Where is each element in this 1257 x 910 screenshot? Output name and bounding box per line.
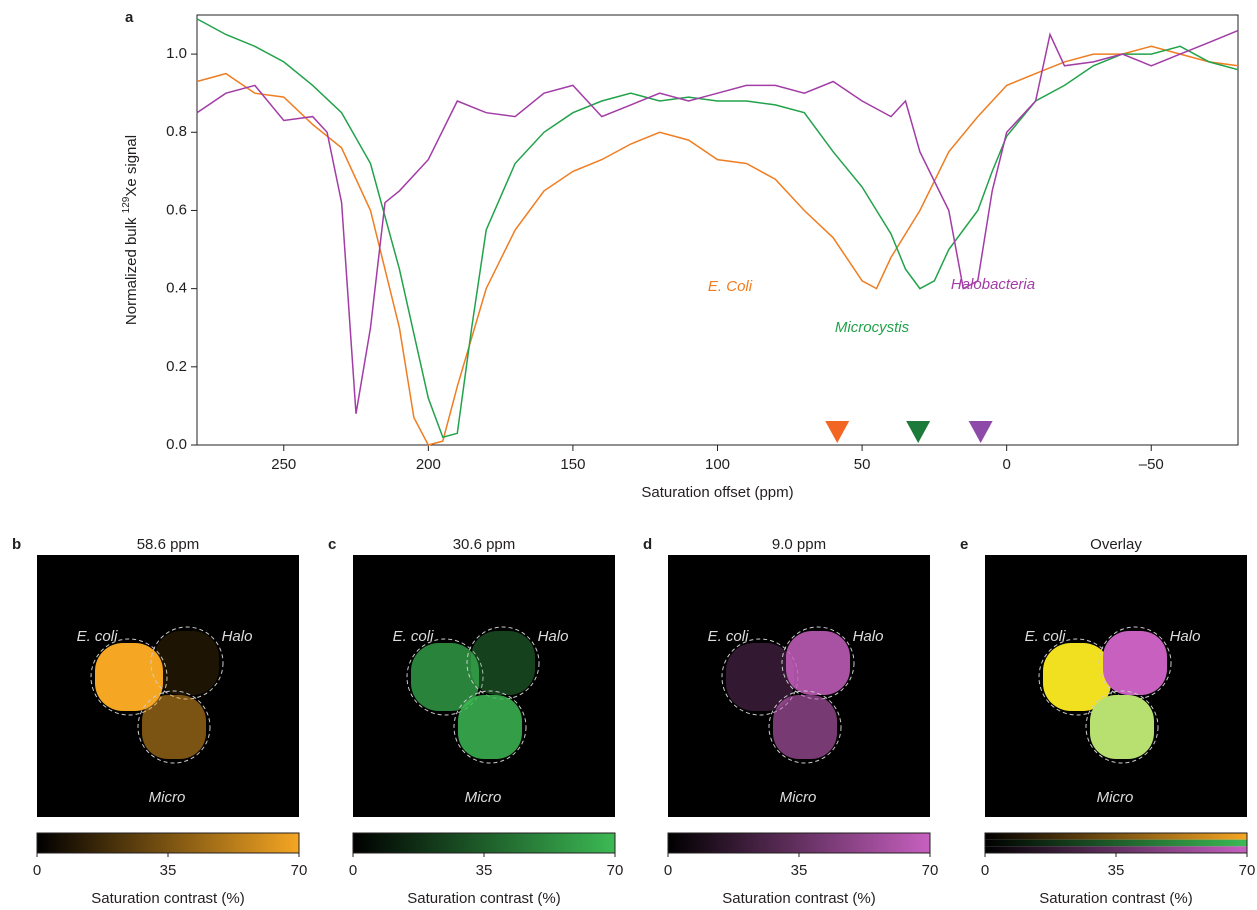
legend-label: E. Coli xyxy=(708,278,753,295)
region-label: Micro xyxy=(149,789,186,806)
region-label: Micro xyxy=(1097,789,1134,806)
panel-title: 58.6 ppm xyxy=(137,536,200,553)
panel-title: 9.0 ppm xyxy=(772,536,826,553)
y-tick-label: 0.0 xyxy=(166,436,187,453)
colorbar-label: Saturation contrast (%) xyxy=(91,890,244,907)
colorbar-tick-label: 70 xyxy=(291,862,308,879)
region-label: Halo xyxy=(853,628,884,645)
data-line xyxy=(197,31,1238,414)
colorbar-band xyxy=(985,840,1247,847)
figure: a 250 200 150 100 50 0 –50 0.0 0.2 0.4 0.6 0.8 1.0 Sat… xyxy=(0,0,1257,910)
x-tick-label: –50 xyxy=(1139,456,1164,473)
region-label: E. coli xyxy=(708,628,750,645)
x-tick-label: 250 xyxy=(271,456,296,473)
colorbar-tick-label: 70 xyxy=(1239,862,1256,879)
panel-title: 30.6 ppm xyxy=(453,536,516,553)
colorbar-label: Saturation contrast (%) xyxy=(407,890,560,907)
panel-label: c xyxy=(328,536,336,553)
region-label: E. coli xyxy=(77,628,119,645)
colorbar-tick-label: 35 xyxy=(476,862,493,879)
offset-marker xyxy=(825,421,849,443)
y-tick-label: 0.4 xyxy=(166,280,187,297)
x-tick-label: 200 xyxy=(416,456,441,473)
colorbar-band xyxy=(985,833,1247,840)
colorbar-tick-label: 35 xyxy=(160,862,177,879)
colorbar-tick-label: 35 xyxy=(1108,862,1125,879)
panel-label: a xyxy=(125,9,134,26)
x-axis-label: Saturation offset (ppm) xyxy=(641,484,793,501)
region-label: Halo xyxy=(1170,628,1201,645)
y-tick-label: 1.0 xyxy=(166,45,187,62)
x-tick-label: 100 xyxy=(705,456,730,473)
offset-marker xyxy=(906,421,930,443)
signal-blob xyxy=(1103,631,1167,695)
signal-blob xyxy=(142,695,206,759)
signal-blob xyxy=(458,695,522,759)
y-tick-label: 0.8 xyxy=(166,123,187,140)
colorbar xyxy=(668,833,930,853)
colorbar-label: Saturation contrast (%) xyxy=(722,890,875,907)
colorbar xyxy=(353,833,615,853)
y-label-text: Normalized bulk xyxy=(123,213,140,325)
colorbar-tick-label: 0 xyxy=(349,862,357,879)
legend-label: Halobacteria xyxy=(951,276,1035,293)
legend-label: Microcystis xyxy=(835,319,910,336)
signal-blob xyxy=(786,631,850,695)
page: a 250 200 150 100 50 0 –50 0.0 0.2 0.4 0.6 0.8 1.0 Sat… xyxy=(0,0,1257,910)
y-tick-label: 0.2 xyxy=(166,358,187,375)
data-line xyxy=(197,46,1238,445)
panel-label: b xyxy=(12,536,21,553)
panel-label: e xyxy=(960,536,968,553)
signal-blob xyxy=(773,695,837,759)
y-label-text: Xe signal xyxy=(123,135,140,197)
x-tick-label: 150 xyxy=(560,456,585,473)
colorbar-band xyxy=(985,846,1247,853)
signal-blob xyxy=(471,631,535,695)
colorbar xyxy=(37,833,299,853)
x-tick-label: 50 xyxy=(854,456,871,473)
panel-title: Overlay xyxy=(1090,536,1142,553)
colorbar-tick-label: 70 xyxy=(607,862,624,879)
colorbar-tick-label: 35 xyxy=(791,862,808,879)
region-label: E. coli xyxy=(1025,628,1067,645)
y-tick-label: 0.6 xyxy=(166,201,187,218)
colorbar-label: Saturation contrast (%) xyxy=(1039,890,1192,907)
signal-blob xyxy=(155,631,219,695)
region-label: Micro xyxy=(465,789,502,806)
offset-marker xyxy=(969,421,993,443)
y-axis-label: Normalized bulk 129Xe signal xyxy=(121,135,140,325)
region-label: Halo xyxy=(222,628,253,645)
region-label: Halo xyxy=(538,628,569,645)
panel-label: d xyxy=(643,536,652,553)
y-label-sup: 129 xyxy=(121,196,132,213)
x-tick-label: 0 xyxy=(1002,456,1010,473)
region-label: E. coli xyxy=(393,628,435,645)
signal-blob xyxy=(1090,695,1154,759)
colorbar-tick-label: 70 xyxy=(922,862,939,879)
colorbar-tick-label: 0 xyxy=(664,862,672,879)
colorbar-tick-label: 0 xyxy=(981,862,989,879)
region-label: Micro xyxy=(780,789,817,806)
colorbar-tick-label: 0 xyxy=(33,862,41,879)
